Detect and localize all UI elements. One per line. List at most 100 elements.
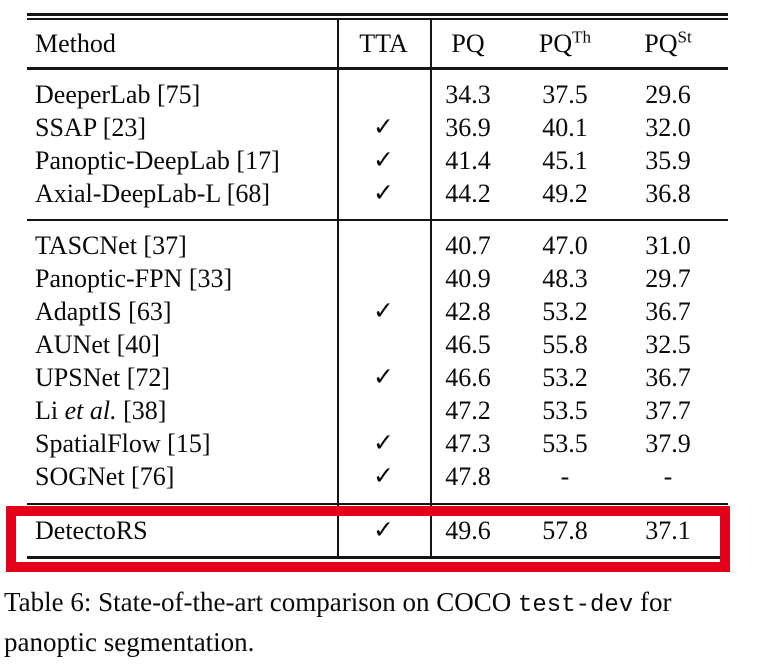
pq-th-cell: 45.1 [542, 146, 588, 175]
pq-cell: 46.5 [445, 330, 491, 359]
column-separator-2 [430, 20, 432, 559]
method-cell: TASCNet [37] [35, 231, 187, 260]
header-tta: TTA [359, 28, 408, 58]
method-cell: SOGNet [76] [35, 462, 175, 491]
pq-cell: 49.6 [445, 516, 491, 545]
tta-check-cell: ✓ [373, 298, 394, 325]
tta-check-cell [337, 229, 430, 262]
table-row-detectors: DetectoRS ✓ 49.6 57.8 37.1 [27, 514, 728, 547]
pq-th-cell: 53.5 [542, 429, 588, 458]
header-pq-st-base: PQ [644, 28, 678, 58]
method-cell: Panoptic-DeepLab [17] [35, 146, 280, 175]
pq-th-cell: - [560, 462, 570, 491]
row-pad [712, 427, 728, 460]
tta-check-cell [337, 78, 430, 111]
pq-th-cell: 48.3 [542, 264, 588, 293]
header-pq: PQ [451, 28, 485, 58]
caption-text-2: for [633, 587, 672, 617]
table-top-rule [27, 13, 728, 20]
method-cell: Li et al. [38] [27, 394, 337, 427]
pq-cell: 41.4 [445, 146, 491, 175]
table-header-row: Method TTA PQ PQTh PQSt [27, 20, 728, 67]
tta-check-cell: ✓ [373, 180, 394, 207]
pq-cell: 47.2 [445, 396, 491, 425]
pq-st-cell: 36.7 [645, 297, 691, 326]
table-row: DeeperLab [75] 34.3 37.5 29.6 [27, 78, 728, 111]
table-section-2: TASCNet [37] 40.7 47.0 31.0 Panoptic-FPN… [27, 221, 728, 503]
row-pad [712, 111, 728, 144]
method-cell: SpatialFlow [15] [35, 429, 211, 458]
table-row: SpatialFlow [15] ✓ 47.3 53.5 37.9 [27, 427, 728, 460]
row-pad [712, 394, 728, 427]
pq-st-cell: - [663, 462, 673, 491]
pq-th-cell: 57.8 [542, 516, 588, 545]
method-cell: Panoptic-FPN [33] [35, 264, 233, 293]
tta-check-cell: ✓ [373, 114, 394, 141]
method-cell: DeeperLab [75] [35, 80, 201, 109]
row-pad [712, 177, 728, 210]
pq-cell: 40.7 [445, 231, 491, 260]
column-separator-1 [337, 20, 339, 559]
tta-check-cell [337, 394, 430, 427]
pq-st-cell: 32.0 [645, 113, 691, 142]
pq-th-cell: 53.5 [542, 396, 588, 425]
method-cell: DetectoRS [35, 516, 148, 545]
table-row: Axial-DeepLab-L [68] ✓ 44.2 49.2 36.8 [27, 177, 728, 210]
pq-cell: 42.8 [445, 297, 491, 326]
row-pad [712, 460, 728, 493]
pq-cell: 47.3 [445, 429, 491, 458]
header-pq-th-base: PQ [538, 28, 573, 58]
tta-check-cell [337, 328, 430, 361]
table-section-1: DeeperLab [75] 34.3 37.5 29.6 SSAP [23] … [27, 70, 728, 219]
section-divider-rule-2 [27, 503, 728, 505]
row-pad [712, 144, 728, 177]
highlight-box [6, 506, 730, 572]
caption-line-1: Table 6: State-of-the-art comparison on … [4, 584, 756, 624]
tta-check-cell: ✓ [373, 364, 394, 391]
section-divider-rule [27, 219, 728, 221]
table-section-highlighted: DetectoRS ✓ 49.6 57.8 37.1 [27, 505, 728, 556]
row-pad [712, 229, 728, 262]
caption-line-2: panoptic segmentation. [4, 627, 255, 657]
pq-st-cell: 31.0 [645, 231, 691, 260]
method-text: Li [35, 396, 65, 425]
method-cell: AUNet [40] [35, 330, 160, 359]
pq-st-cell: 37.9 [645, 429, 691, 458]
row-pad [712, 78, 728, 111]
table-row: SSAP [23] ✓ 36.9 40.1 32.0 [27, 111, 728, 144]
results-table: Method TTA PQ PQTh PQSt DeeperLab [75] 3… [27, 13, 728, 559]
pq-st-cell: 37.1 [645, 516, 691, 545]
method-italic-text: et al. [64, 396, 117, 425]
method-cell: SSAP [23] [35, 113, 147, 142]
pq-th-cell: 53.2 [542, 363, 588, 392]
pq-th-cell: 37.5 [542, 80, 588, 109]
tta-check-cell [337, 262, 430, 295]
table-row: Li et al. [38] 47.2 53.5 37.7 [27, 394, 728, 427]
pq-st-cell: 29.7 [645, 264, 691, 293]
table-row: Panoptic-FPN [33] 40.9 48.3 29.7 [27, 262, 728, 295]
pq-st-cell: 29.6 [645, 80, 691, 109]
pq-cell: 36.9 [445, 113, 491, 142]
header-pq-th-sup: Th [572, 26, 592, 46]
tta-check-cell: ✓ [373, 147, 394, 174]
pq-st-cell: 37.7 [645, 396, 691, 425]
table-row: UPSNet [72] ✓ 46.6 53.2 36.7 [27, 361, 728, 394]
pq-th-cell: 40.1 [542, 113, 588, 142]
pq-th-cell: 53.2 [542, 297, 588, 326]
header-pq-th: PQTh [506, 26, 624, 59]
pq-th-cell: 49.2 [542, 179, 588, 208]
header-pq-st-sup: St [677, 26, 692, 46]
tta-check-cell: ✓ [373, 430, 394, 457]
pq-cell: 34.3 [445, 80, 491, 109]
row-pad [712, 328, 728, 361]
method-cell: Axial-DeepLab-L [68] [35, 179, 271, 208]
tta-check-cell: ✓ [373, 463, 394, 490]
method-cell: AdaptIS [63] [35, 297, 172, 326]
row-pad [712, 361, 728, 394]
method-ref-text: [38] [116, 396, 167, 425]
row-pad [712, 295, 728, 328]
caption-mono-text: test-dev [517, 592, 634, 619]
pq-th-cell: 55.8 [542, 330, 588, 359]
header-method: Method [35, 28, 116, 58]
pq-cell: 40.9 [445, 264, 491, 293]
